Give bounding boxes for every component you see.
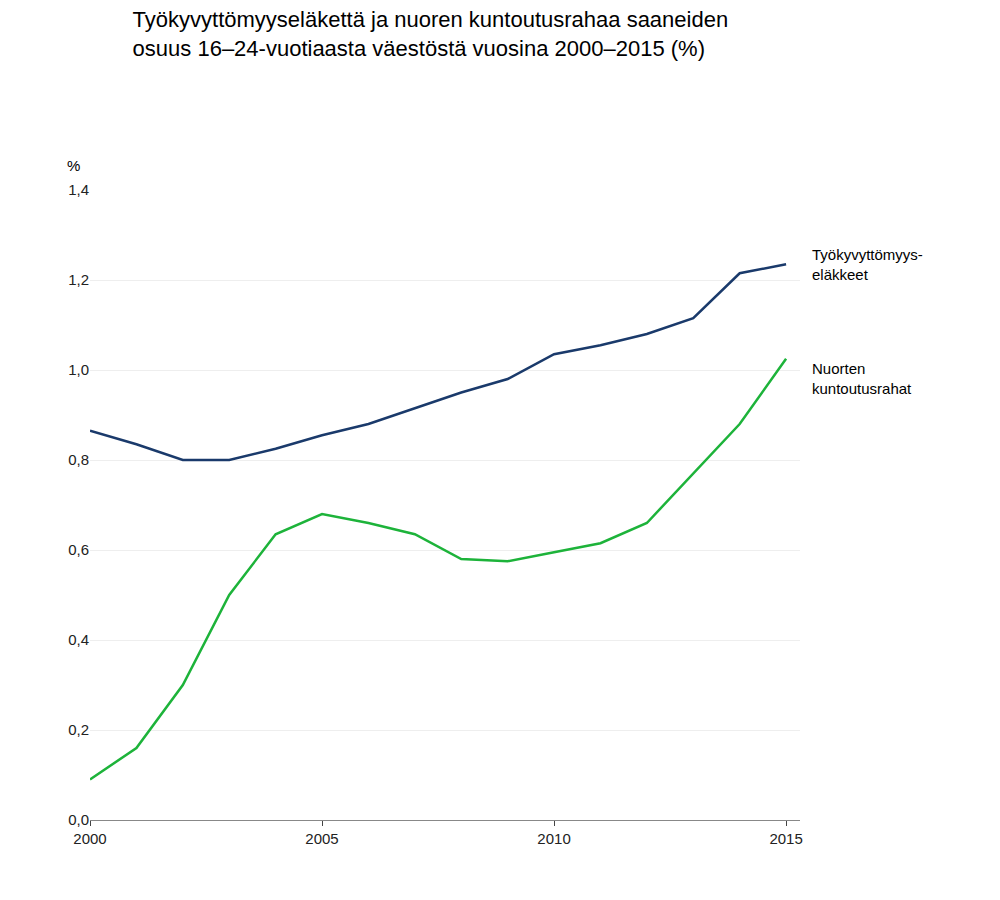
svg-text:Nuortenkuntoutusrahat: Nuortenkuntoutusrahat [812,360,912,397]
svg-text:0,6: 0,6 [68,541,89,558]
svg-text:0,0: 0,0 [68,811,89,828]
svg-text:0,2: 0,2 [68,721,89,738]
svg-text:1,0: 1,0 [68,361,89,378]
svg-text:Työkyvyttömyyseläkettä ja nuor: Työkyvyttömyyseläkettä ja nuoren kuntout… [133,7,729,61]
svg-text:0,4: 0,4 [68,631,89,648]
svg-text:1,4: 1,4 [68,181,89,198]
svg-text:%: % [67,157,80,174]
svg-text:1,2: 1,2 [68,271,89,288]
svg-text:Työkyvyttömyys-eläkkeet: Työkyvyttömyys-eläkkeet [812,246,923,283]
svg-text:2005: 2005 [305,830,338,847]
svg-text:2000: 2000 [73,830,106,847]
svg-text:2010: 2010 [537,830,570,847]
svg-text:0,8: 0,8 [68,451,89,468]
svg-text:2015: 2015 [769,830,802,847]
